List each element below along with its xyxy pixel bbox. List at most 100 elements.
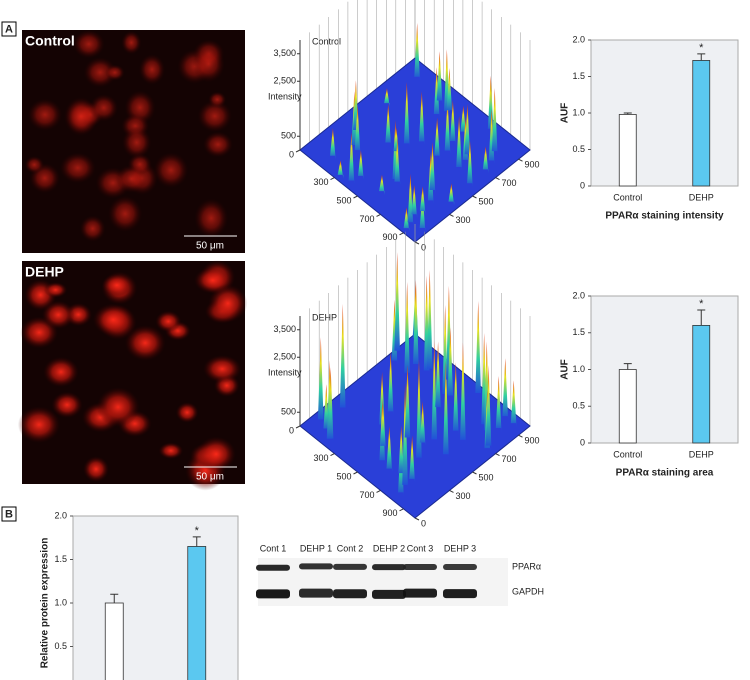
panel-label: A bbox=[5, 23, 13, 35]
western-blot: Cont 1 DEHP 1 Cont 2 DEHP 2 Cont 3 DEHP 3 PPAR… bbox=[256, 543, 544, 606]
band-label: PPARα bbox=[512, 561, 541, 571]
z-tick-label: 3,500 bbox=[273, 324, 296, 334]
plot-area bbox=[590, 39, 739, 187]
y-tick-label: 900 bbox=[525, 436, 540, 446]
band bbox=[372, 589, 406, 599]
band-label: GAPDH bbox=[512, 586, 544, 596]
y-tick-label: 1.5 bbox=[572, 327, 585, 337]
surface-peak bbox=[435, 341, 441, 412]
cell bbox=[107, 195, 143, 232]
surface-peak bbox=[404, 282, 411, 378]
surface-peak bbox=[404, 364, 411, 443]
cell bbox=[194, 198, 229, 238]
surface-plots: Control Intensity 500 2,500 3,500 0 300 500 700 9… bbox=[268, 0, 540, 528]
y-tick-label: 500 bbox=[479, 472, 494, 482]
x-tick bbox=[376, 213, 381, 217]
surface-peak bbox=[448, 183, 455, 207]
y-axis-label: AUF bbox=[560, 359, 571, 380]
x-tick bbox=[399, 508, 404, 512]
x-tick-label: 300 bbox=[313, 177, 328, 187]
y-tick-label: 900 bbox=[525, 160, 540, 170]
band bbox=[403, 564, 437, 571]
surface-peak bbox=[394, 138, 401, 187]
surface-peak bbox=[358, 150, 364, 181]
surface-peak bbox=[485, 365, 492, 451]
plot-title: Control bbox=[312, 36, 341, 46]
y-tick-label: 2.0 bbox=[572, 34, 585, 44]
y-tick bbox=[495, 453, 500, 457]
y-tick bbox=[449, 213, 454, 217]
y-tick bbox=[449, 489, 454, 493]
cell bbox=[51, 391, 83, 418]
cell bbox=[63, 96, 98, 137]
cell bbox=[192, 45, 225, 83]
surface-peak bbox=[487, 75, 494, 134]
cell bbox=[96, 387, 140, 427]
band bbox=[299, 588, 333, 598]
error-bar bbox=[623, 112, 632, 115]
y-tick-label: 700 bbox=[502, 454, 517, 464]
surface-peak bbox=[418, 91, 425, 146]
surface-peak bbox=[491, 88, 498, 156]
lane-label: Cont 2 bbox=[337, 543, 364, 553]
micrograph-label: Control bbox=[25, 33, 75, 49]
plot-title: DEHP bbox=[312, 312, 337, 322]
surface-peak bbox=[510, 380, 517, 428]
x-tick-label: 700 bbox=[359, 490, 374, 500]
y-tick-label: 1.0 bbox=[54, 597, 67, 607]
bar bbox=[618, 369, 637, 444]
cell bbox=[202, 131, 233, 158]
panel-label: B bbox=[5, 508, 13, 520]
x-tick-label: DEHP bbox=[689, 192, 714, 202]
y-tick bbox=[518, 434, 523, 438]
surface-peak bbox=[384, 88, 390, 108]
panel-b-label: B bbox=[1, 506, 17, 522]
cell bbox=[43, 356, 79, 388]
y-tick-label: 1.0 bbox=[572, 107, 585, 117]
x-tick bbox=[376, 489, 381, 493]
y-tick bbox=[414, 241, 420, 245]
y-tick-label: 1.0 bbox=[572, 364, 585, 374]
surface-peak bbox=[317, 337, 324, 425]
surface-peak bbox=[354, 105, 361, 155]
y-tick-label: 0 bbox=[421, 242, 426, 252]
cell bbox=[203, 354, 242, 383]
z-tick-label: 2,500 bbox=[273, 76, 296, 86]
x-tick-label: 0 bbox=[289, 149, 294, 159]
surface-peak bbox=[385, 103, 392, 148]
error-bar bbox=[697, 53, 706, 61]
cell bbox=[92, 303, 134, 337]
surface-peak bbox=[403, 81, 410, 149]
cell bbox=[175, 402, 199, 423]
x-tick-label: 700 bbox=[359, 214, 374, 224]
x-tick bbox=[399, 232, 404, 236]
surface-peak bbox=[460, 342, 466, 445]
scale-bar-label: 50 μm bbox=[196, 472, 224, 483]
cell bbox=[79, 215, 106, 242]
error-bar bbox=[192, 536, 201, 547]
surface-peak bbox=[419, 186, 426, 216]
y-tick-label: 700 bbox=[502, 178, 517, 188]
surface-peak bbox=[449, 100, 456, 146]
band bbox=[333, 563, 367, 570]
x-axis-label: PPARα staining area bbox=[616, 468, 714, 479]
z-tick-label: 2,500 bbox=[273, 352, 296, 362]
cell bbox=[59, 152, 96, 184]
surface-peak bbox=[419, 401, 426, 448]
cell bbox=[196, 436, 236, 472]
surface-peak bbox=[398, 425, 405, 478]
surface-peak bbox=[386, 426, 393, 474]
x-tick-label: 900 bbox=[382, 508, 397, 518]
surface-peak bbox=[327, 367, 334, 444]
surface-peak bbox=[330, 128, 336, 161]
surface-peak bbox=[339, 303, 346, 413]
z-axis-label: Intensity bbox=[268, 91, 302, 101]
surface-peak bbox=[431, 340, 438, 445]
surface-peak bbox=[475, 301, 482, 398]
band bbox=[403, 588, 437, 598]
x-tick bbox=[295, 149, 301, 153]
x-tick-label: Control bbox=[613, 449, 642, 459]
surface-peak bbox=[467, 139, 473, 188]
surface-peak bbox=[413, 279, 419, 369]
bar-charts: 0 0.5 1.0 1.5 2.0 Control * DEHP PPARα staining … bbox=[40, 34, 739, 680]
